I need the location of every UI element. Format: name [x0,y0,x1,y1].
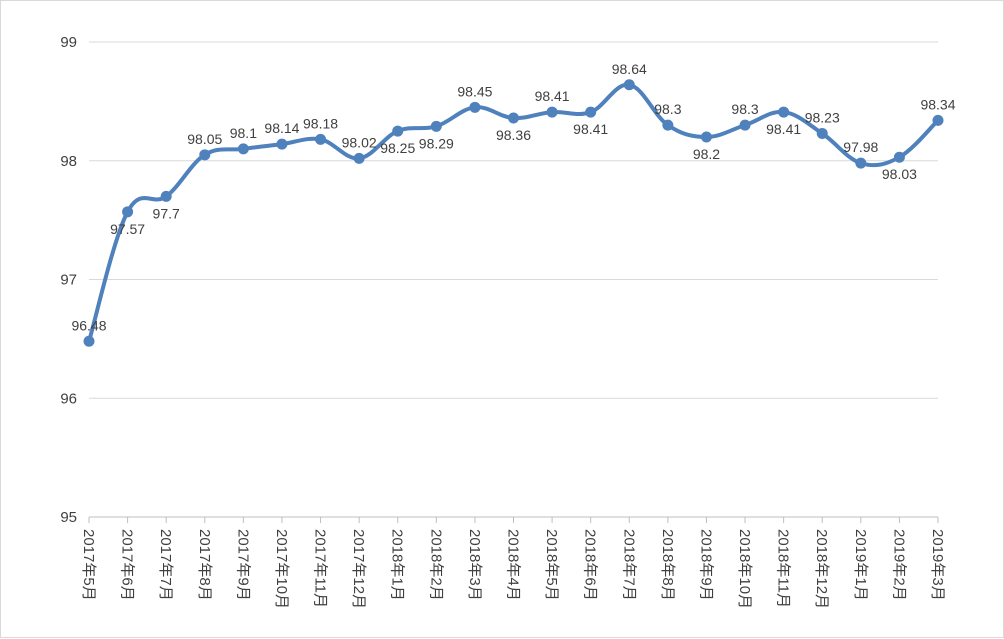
x-tick-label: 2018年8月 [659,529,676,601]
data-point [585,106,597,118]
data-label: 97.98 [843,139,878,155]
data-point [469,101,481,113]
data-point [199,149,211,161]
data-point [160,190,172,202]
x-tick-label: 2017年10月 [273,529,290,609]
data-point [353,152,365,164]
data-label: 96.48 [71,317,106,333]
data-point [932,114,944,126]
x-tick-label: 2018年10月 [736,529,753,609]
data-label: 98.29 [419,135,454,151]
x-tick-label: 2018年11月 [775,529,792,608]
data-label: 98.34 [920,96,955,112]
x-tick-label: 2017年9月 [234,529,251,601]
x-tick-label: 2018年6月 [582,529,599,601]
data-label: 98.64 [612,61,647,77]
data-point [430,120,442,132]
data-label: 98.03 [882,166,917,182]
series-line [87,82,940,344]
data-label: 98.18 [303,115,338,131]
data-point [508,112,519,124]
data-label: 98.3 [654,101,681,117]
x-tick-label: 2018年3月 [466,529,483,601]
data-point [893,151,905,163]
data-label: 98.1 [230,125,257,141]
y-tick-label: 98 [60,153,77,170]
x-tick-label: 2018年7月 [620,529,637,601]
x-tick-label: 2017年6月 [119,529,136,601]
x-axis-ticks: 2017年5月 2017年6月 2017年7月 2017年8月 2017年9月 2017年… [80,529,946,609]
data-point [315,133,327,145]
data-label: 98.36 [496,127,531,143]
data-point [392,125,404,137]
data-point [276,138,288,150]
y-tick-label: 99 [60,34,77,51]
x-tick-label: 2017年12月 [350,529,367,609]
x-tick-label: 2017年7月 [157,529,174,601]
y-tick-label: 97 [60,272,77,289]
data-point [662,119,674,131]
x-axis [88,516,939,523]
x-tick-label: 2019年3月 [929,529,946,601]
data-label: 98.02 [342,134,377,150]
data-point [700,131,712,143]
y-tick-label: 96 [60,390,77,407]
data-point [546,106,558,118]
x-tick-label: 2018年9月 [697,529,714,601]
x-tick-label: 2018年4月 [505,529,522,601]
gridlines [89,41,938,399]
data-label: 98.45 [457,83,492,99]
data-points [83,79,944,347]
y-tick-label: 95 [60,509,77,526]
data-label: 97.57 [110,221,145,237]
data-label: 98.14 [264,120,299,136]
data-label: 98.2 [693,146,720,162]
data-label: 98.3 [731,101,758,117]
data-label: 98.05 [187,131,222,147]
data-label: 98.41 [766,121,801,137]
data-point [816,127,828,139]
x-tick-label: 2017年11月 [312,529,329,608]
data-point [739,119,751,131]
data-point [83,335,95,347]
data-point [855,157,867,169]
x-tick-label: 2019年2月 [890,529,907,601]
y-axis-ticks: 95 96 97 98 99 [60,34,77,526]
data-point [237,143,249,155]
data-label: 98.41 [573,121,608,137]
x-tick-label: 2018年2月 [427,529,444,601]
data-point [778,106,790,118]
data-label: 97.7 [153,205,180,221]
x-tick-label: 2018年5月 [543,529,560,601]
x-tick-label: 2019年1月 [852,529,869,601]
data-point [623,79,635,91]
data-label: 98.23 [805,109,840,125]
data-label: 98.41 [535,88,570,104]
data-label: 98.25 [380,140,415,156]
x-tick-label: 2018年12月 [813,529,830,609]
x-tick-label: 2017年5月 [80,529,97,601]
x-tick-label: 2018年1月 [389,529,406,601]
data-point [122,206,134,218]
x-tick-label: 2017年8月 [196,529,213,601]
